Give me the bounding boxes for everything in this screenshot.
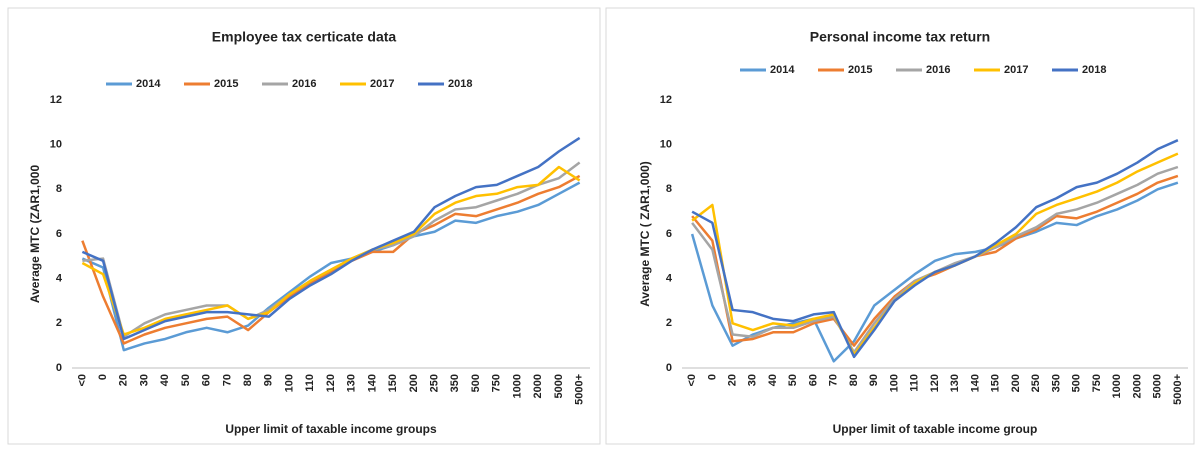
panel	[7, 7, 601, 445]
x-tick-label: 110	[304, 374, 316, 392]
y-axis-label: Average MTC ( ZAR1,000)	[638, 161, 652, 307]
x-tick-label: 1000	[1111, 374, 1123, 398]
x-tick-label: 30	[747, 374, 759, 386]
y-tick-label: 10	[660, 139, 672, 151]
x-tick-label: 110	[909, 374, 921, 392]
series-line	[691, 174, 1179, 347]
x-tick-label: 0	[97, 374, 109, 380]
chart-title: Employee tax certicate data	[212, 29, 397, 45]
x-tick-label: 20	[118, 374, 130, 386]
x-tick-label: 500	[1071, 374, 1083, 392]
x-tick-label: 150	[990, 374, 1002, 392]
x-tick-label: 120	[929, 374, 941, 392]
legend-label: 2014	[136, 78, 161, 90]
x-tick-label: 200	[408, 374, 420, 392]
x-tick-label: 750	[1091, 374, 1103, 392]
x-tick-label: 40	[767, 374, 779, 386]
x-tick-label: 5000	[1152, 374, 1164, 398]
x-tick-label: 0	[706, 374, 718, 380]
x-tick-label: 60	[201, 374, 213, 386]
x-tick-label: 250	[429, 374, 441, 392]
y-tick-label: 0	[56, 362, 62, 374]
legend-label: 2017	[1004, 64, 1028, 76]
x-tick-label: 80	[242, 374, 254, 386]
x-tick-label: 130	[949, 374, 961, 392]
x-tick-label: 100	[283, 374, 295, 392]
x-tick-label: 60	[807, 374, 819, 386]
x-tick-label: 200	[1010, 374, 1022, 392]
y-tick-label: 12	[660, 94, 672, 106]
legend-label: 2018	[448, 78, 472, 90]
y-tick-label: 10	[50, 139, 62, 151]
x-tick-label: 80	[848, 374, 860, 386]
x-tick-label: 70	[828, 374, 840, 386]
x-tick-label: 5000+	[574, 374, 586, 405]
x-tick-label: 2000	[532, 374, 544, 398]
x-tick-label: 350	[1050, 374, 1062, 392]
legend-label: 2014	[770, 64, 795, 76]
legend-label: 2016	[926, 64, 950, 76]
y-tick-label: 8	[666, 183, 672, 195]
y-tick-label: 8	[56, 183, 62, 195]
x-tick-label: 2000	[1131, 374, 1143, 398]
legend-label: 2018	[1082, 64, 1106, 76]
x-tick-label: 350	[449, 374, 461, 392]
x-tick-label: 150	[387, 374, 399, 392]
x-tick-label: 20	[727, 374, 739, 386]
x-tick-label: 50	[180, 374, 192, 386]
series-line	[81, 165, 581, 336]
x-tick-label: <0	[686, 374, 698, 387]
y-tick-label: 6	[666, 228, 672, 240]
x-tick-label: 500	[470, 374, 482, 392]
x-axis-label: Upper limit of taxable income groups	[225, 422, 437, 436]
series-line	[81, 174, 581, 345]
x-tick-label: 1000	[511, 374, 523, 398]
legend-label: 2016	[292, 78, 316, 90]
x-tick-label: 5000+	[1172, 374, 1184, 405]
y-tick-label: 0	[666, 362, 672, 374]
x-tick-label: 140	[969, 374, 981, 392]
x-tick-label: 90	[868, 374, 880, 386]
y-axis-label: Average MTC (ZAR1,000	[28, 165, 42, 304]
x-axis-label: Upper limit of taxable income group	[833, 422, 1038, 436]
y-tick-label: 12	[50, 94, 62, 106]
x-tick-label: 130	[346, 374, 358, 392]
panel	[605, 7, 1195, 445]
y-tick-label: 2	[56, 317, 62, 329]
x-tick-label: 100	[888, 374, 900, 392]
legend-label: 2017	[370, 78, 394, 90]
x-tick-label: 90	[263, 374, 275, 386]
y-tick-label: 2	[666, 317, 672, 329]
x-tick-label: 30	[138, 374, 150, 386]
x-tick-label: 40	[159, 374, 171, 386]
x-tick-label: 70	[221, 374, 233, 386]
y-tick-label: 4	[56, 273, 63, 285]
x-tick-label: 120	[325, 374, 337, 392]
y-tick-label: 4	[666, 273, 673, 285]
series-line	[81, 136, 581, 341]
chart-title: Personal income tax return	[810, 29, 991, 45]
x-tick-label: <0	[76, 374, 88, 387]
legend-label: 2015	[848, 64, 872, 76]
x-tick-label: 250	[1030, 374, 1042, 392]
x-tick-label: 5000	[553, 374, 565, 398]
x-tick-label: 50	[787, 374, 799, 386]
legend-label: 2015	[214, 78, 238, 90]
y-tick-label: 6	[56, 228, 62, 240]
x-tick-label: 140	[366, 374, 378, 392]
series-line	[691, 139, 1179, 359]
series-line	[81, 181, 581, 352]
x-tick-label: 750	[491, 374, 503, 392]
